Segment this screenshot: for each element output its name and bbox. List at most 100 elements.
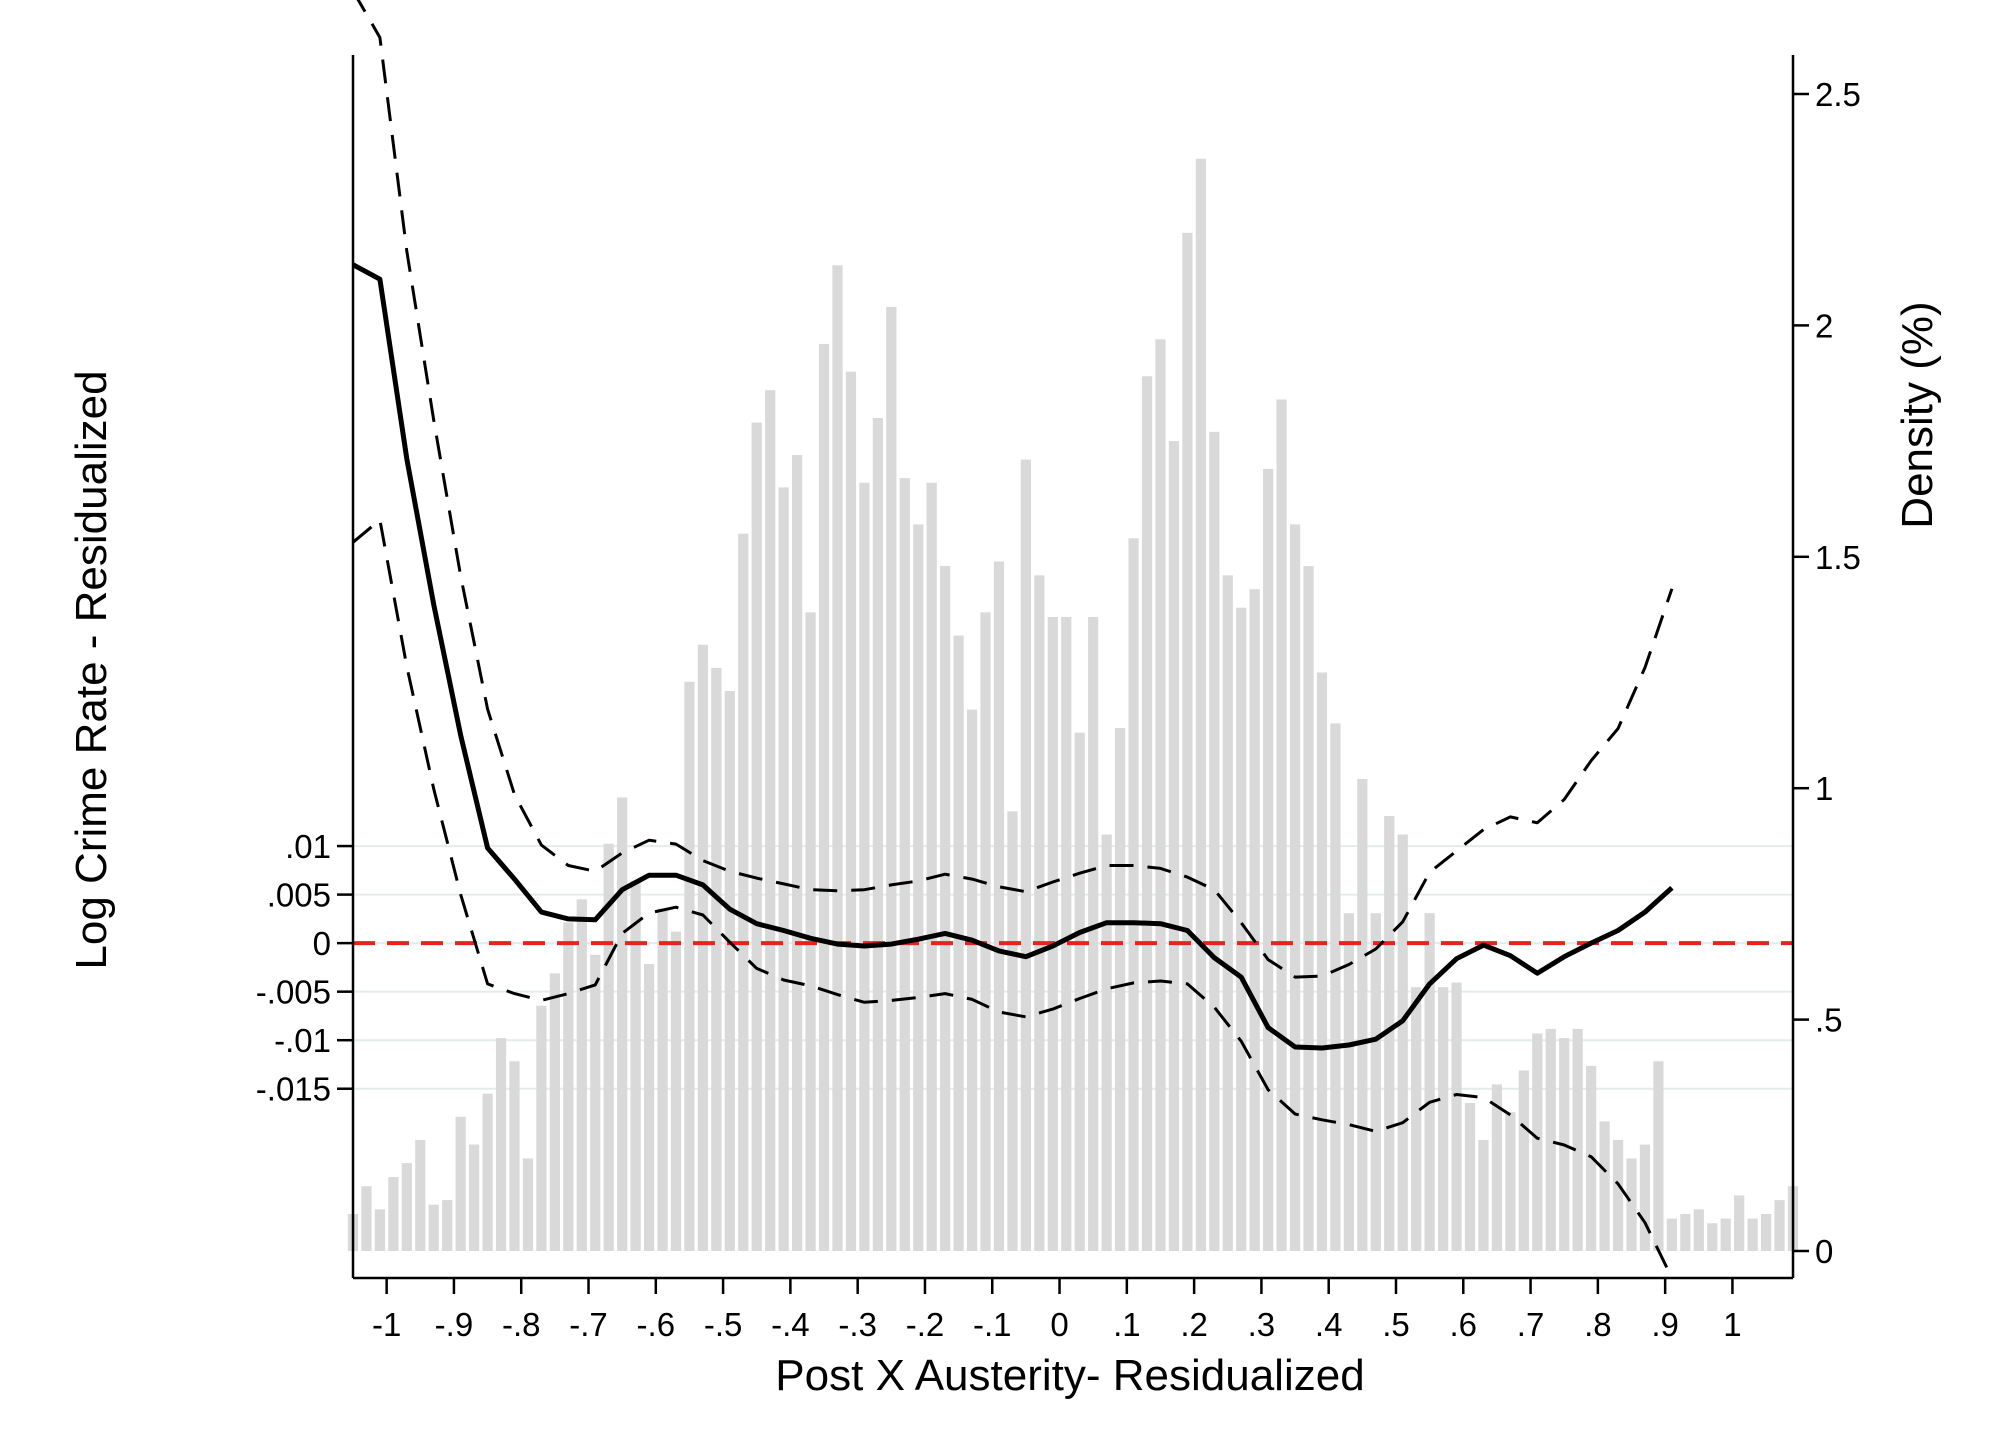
density-bar	[1209, 431, 1220, 1251]
density-bar	[1532, 1033, 1543, 1251]
density-bar	[428, 1204, 439, 1251]
density-bar	[1343, 913, 1355, 1251]
density-bar	[1088, 616, 1099, 1251]
x-tick-label: -.8	[502, 1306, 541, 1343]
density-bar	[993, 561, 1005, 1251]
density-bar	[1303, 566, 1314, 1251]
density-bar	[1451, 982, 1462, 1251]
density-bar	[1330, 723, 1341, 1251]
x-tick-label: .8	[1584, 1306, 1612, 1343]
density-bar	[1572, 1028, 1583, 1251]
density-bar	[1626, 1158, 1637, 1251]
density-bar	[630, 880, 641, 1251]
density-bar	[643, 964, 655, 1251]
density-bar	[1774, 1200, 1785, 1251]
density-bar	[1639, 1144, 1651, 1251]
density-bar	[738, 533, 749, 1251]
density-bar	[1384, 815, 1395, 1251]
y2-tick-label: 0	[1815, 1233, 1833, 1270]
y-tick-label: -.015	[256, 1071, 331, 1108]
y-tick-label: .01	[285, 828, 331, 865]
density-bar	[697, 644, 709, 1251]
density-bar	[603, 843, 614, 1251]
x-tick-label: .5	[1382, 1306, 1410, 1343]
y2-tick-label: 2.5	[1815, 76, 1861, 113]
estimate-line	[351, 262, 1674, 1051]
density-bar	[724, 691, 735, 1251]
density-bar	[482, 1093, 493, 1251]
density-bar	[1397, 834, 1408, 1251]
density-bar	[1289, 524, 1301, 1251]
density-bar	[1612, 1139, 1624, 1251]
density-bar	[1734, 1195, 1745, 1251]
density-bar	[805, 612, 816, 1251]
y2-axis-title: Density (%)	[1893, 301, 1942, 528]
density-bar	[1357, 778, 1368, 1251]
density-bar	[522, 1158, 534, 1251]
density-bar	[469, 1144, 480, 1251]
density-bar	[1155, 339, 1166, 1251]
density-bar	[845, 371, 857, 1251]
density-bar	[1491, 1084, 1503, 1251]
lower-ci-line	[352, 518, 1674, 1279]
density-bar	[778, 487, 789, 1251]
y2-tick-label: 1.5	[1815, 539, 1861, 576]
density-bar	[1236, 607, 1247, 1251]
density-bar	[872, 417, 883, 1252]
density-bar	[899, 478, 910, 1251]
density-bar	[791, 454, 803, 1251]
density-bar	[1249, 589, 1260, 1251]
density-bar	[859, 482, 870, 1251]
density-bar	[684, 681, 695, 1251]
x-tick-label: -.3	[838, 1306, 877, 1343]
density-bar	[1518, 1070, 1529, 1251]
x-tick-label: -.5	[704, 1306, 743, 1343]
density-bar	[711, 667, 722, 1251]
density-bar	[1437, 987, 1449, 1251]
density-bar	[563, 922, 574, 1251]
density-bar	[1128, 538, 1139, 1251]
density-bar	[1007, 811, 1018, 1251]
density-bar	[1478, 1139, 1489, 1251]
density-bar	[1114, 728, 1126, 1251]
density-bar	[617, 797, 628, 1251]
density-bar	[1222, 575, 1233, 1251]
density-bar	[442, 1200, 453, 1251]
y-tick-label: 0	[313, 925, 331, 962]
x-tick-label: -.4	[771, 1306, 810, 1343]
density-bar	[1411, 987, 1422, 1251]
density-bar	[455, 1116, 466, 1251]
y-tick-label: -.01	[274, 1022, 331, 1059]
density-bar	[1316, 672, 1328, 1251]
density-bar	[657, 908, 668, 1251]
density-bar	[1545, 1028, 1556, 1251]
x-tick-label: -1	[372, 1306, 401, 1343]
density-bar	[1047, 616, 1058, 1251]
x-tick-label: .9	[1651, 1306, 1679, 1343]
density-bar	[832, 265, 843, 1252]
density-bar	[1464, 1102, 1476, 1251]
density-bar	[940, 566, 951, 1251]
y2-tick-label: .5	[1815, 1002, 1843, 1039]
density-histogram	[347, 158, 1799, 1252]
density-bar	[1074, 732, 1085, 1251]
x-tick-label: -.2	[906, 1306, 945, 1343]
y-tick-label: -.005	[256, 974, 331, 1011]
density-bar	[1693, 1209, 1704, 1251]
density-bar	[818, 343, 830, 1251]
density-bar	[765, 390, 776, 1251]
x-tick-label: 1	[1723, 1306, 1741, 1343]
density-bar	[1141, 376, 1153, 1252]
x-tick-label: -.1	[973, 1306, 1012, 1343]
density-bar	[549, 973, 560, 1251]
x-tick-label: 0	[1050, 1306, 1068, 1343]
x-tick-label: .4	[1315, 1306, 1343, 1343]
x-tick-label: .1	[1113, 1306, 1141, 1343]
density-bar	[1034, 575, 1045, 1251]
density-bar	[1195, 158, 1206, 1252]
density-bar	[495, 1038, 507, 1251]
x-axis-title: Post X Austerity- Residualized	[775, 1351, 1364, 1400]
density-bar	[1101, 834, 1112, 1251]
density-bar	[1505, 1112, 1516, 1251]
x-tick-label: .3	[1248, 1306, 1276, 1343]
